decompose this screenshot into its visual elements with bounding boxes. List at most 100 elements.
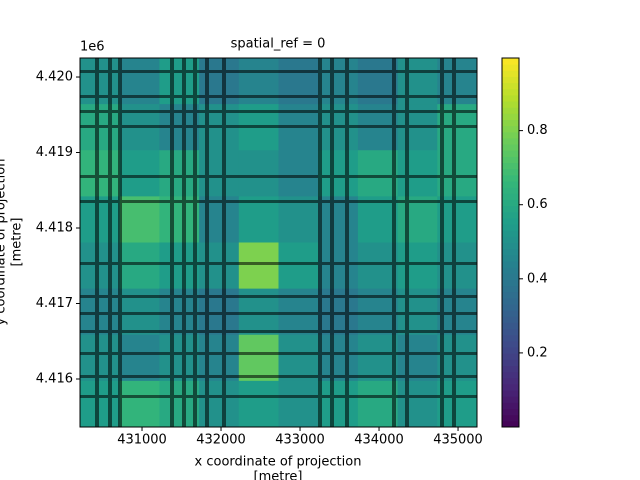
- heatmap-cell: [357, 150, 399, 197]
- colorbar-segment: [502, 267, 519, 274]
- colorbar-segment: [502, 199, 519, 207]
- x-tick-label: 431000: [117, 433, 167, 448]
- heatmap-cell: [278, 242, 319, 290]
- x-tick-label: 433000: [275, 433, 325, 448]
- y-tick-label: 4.417: [36, 296, 73, 311]
- colorbar-segment: [502, 248, 519, 256]
- colorbar-tick-label: 0.8: [527, 123, 548, 138]
- texture-stripe: [80, 200, 477, 203]
- texture-stripe: [222, 58, 226, 427]
- colorbar-segment: [502, 353, 519, 360]
- colorbar-tick-label: 0.6: [527, 197, 548, 212]
- texture-stripe: [118, 58, 122, 427]
- colorbar-segment: [502, 273, 519, 280]
- heatmap-cell: [318, 242, 359, 290]
- texture-stripe: [80, 330, 477, 333]
- heatmap-cell: [278, 380, 319, 428]
- heatmap-cell: [318, 334, 359, 382]
- colorbar-segment: [502, 125, 519, 133]
- heatmap-cell: [80, 150, 121, 197]
- colorbar-segment: [502, 383, 519, 391]
- heatmap-cell: [159, 196, 200, 243]
- texture-stripe: [80, 295, 477, 298]
- colorbar-tick-label: 0.2: [527, 345, 548, 360]
- texture: [80, 58, 477, 427]
- x-axis-label: [metre]: [254, 470, 303, 480]
- colorbar-segment: [502, 291, 519, 299]
- heatmap-cell: [357, 242, 399, 290]
- colorbar-segment: [502, 365, 519, 373]
- heatmap-cell: [119, 380, 160, 428]
- colorbar-segment: [502, 119, 519, 127]
- colorbar-segment: [502, 150, 519, 157]
- y-axis-label: [metre]: [10, 218, 25, 267]
- plot-frame: [79, 57, 478, 428]
- texture-stripe: [80, 175, 477, 178]
- heatmap-cell: [80, 334, 121, 382]
- colorbar-segment: [502, 328, 519, 336]
- heatmap-cell: [238, 242, 279, 290]
- y-tick-label: 4.416: [36, 371, 73, 386]
- colorbar-segment: [502, 58, 519, 65]
- heatmap-cell: [159, 150, 200, 197]
- x-tick-label: 435000: [433, 433, 483, 448]
- colorbar-segment: [502, 377, 519, 385]
- texture-stripe: [345, 58, 349, 427]
- colorbar-segment: [502, 211, 519, 219]
- colorbar-segment: [502, 174, 519, 182]
- colorbar-segment: [502, 113, 519, 120]
- colorbar-segment: [502, 408, 519, 416]
- colorbar-segment: [502, 88, 519, 96]
- heatmap-cell: [397, 380, 438, 428]
- heatmap-cell: [318, 380, 359, 428]
- heatmap-cell: [80, 242, 121, 290]
- colorbar-segment: [502, 187, 519, 194]
- texture-stripe: [80, 352, 477, 355]
- x-tick-label: 434000: [354, 433, 404, 448]
- colorbar-segment: [502, 310, 519, 317]
- heatmap-cell: [357, 334, 399, 382]
- heatmap-cell: [159, 242, 200, 290]
- heatmap-cell: [318, 150, 359, 197]
- colorbar-segment: [502, 242, 519, 250]
- texture-stripe: [80, 312, 477, 315]
- colorbar-segment: [502, 396, 519, 403]
- texture-stripe: [405, 58, 409, 427]
- colorbar-segment: [502, 414, 519, 422]
- colorbar-segment: [502, 347, 519, 354]
- chart-title: spatial_ref = 0: [231, 37, 326, 52]
- colorbar-segment: [502, 70, 519, 77]
- texture-stripe: [318, 58, 322, 427]
- colorbar-segment: [502, 230, 519, 237]
- heatmap-cell: [278, 150, 319, 197]
- texture-stripe: [80, 262, 477, 265]
- heatmap-cell: [159, 334, 200, 382]
- colorbar-segment: [502, 334, 519, 342]
- colorbar-segment: [502, 101, 519, 108]
- texture-stripe: [80, 110, 477, 113]
- texture-stripe: [80, 125, 477, 128]
- heatmap-cell: [119, 196, 160, 243]
- heatmap-cell: [357, 380, 399, 428]
- texture-stripe: [193, 58, 197, 427]
- colorbar-segment: [502, 64, 519, 71]
- colorbar-segment: [502, 224, 519, 231]
- colorbar-segment: [502, 297, 519, 305]
- colorbar-frame: [501, 57, 520, 428]
- heatmap-cell: [397, 196, 438, 243]
- colorbar-segment: [502, 260, 519, 268]
- colorbar-segment: [502, 254, 519, 262]
- colorbar-segment: [502, 285, 519, 293]
- y-axis-label: y coordinate of projection: [0, 159, 9, 326]
- colorbar-segment: [502, 205, 519, 213]
- colorbar-segment: [502, 137, 519, 145]
- heatmap-cell: [119, 334, 160, 382]
- colorbar-segment: [502, 279, 519, 287]
- heatmap-cell: [397, 334, 438, 382]
- heatmap-cell: [278, 196, 319, 243]
- colorbar-segment: [502, 316, 519, 323]
- heatmap-cell: [318, 196, 359, 243]
- heatmap-cell: [278, 334, 319, 382]
- heatmap-cell: [119, 150, 160, 197]
